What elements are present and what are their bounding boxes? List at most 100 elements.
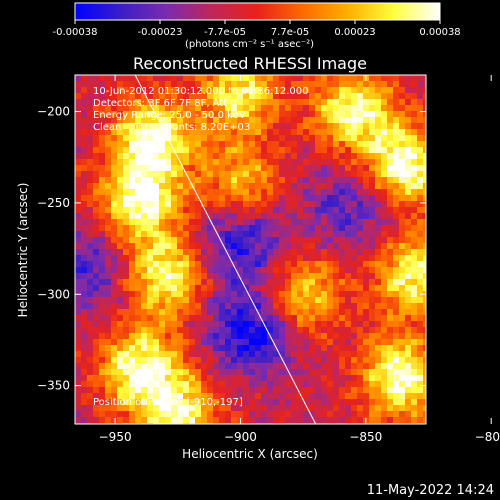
heatmap-cell [339,75,346,82]
heatmap-cell [171,285,178,292]
heatmap-cell [303,327,310,334]
heatmap-cell [363,111,370,118]
heatmap-cell [189,195,196,202]
heatmap-cell [261,225,268,232]
heatmap-cell [285,207,292,214]
heatmap-cell [207,255,214,262]
heatmap-cell [87,285,94,292]
heatmap-cell [177,297,184,304]
heatmap-cell [333,345,340,352]
heatmap-cell [177,417,184,424]
heatmap-cell [153,375,160,382]
heatmap-cell [375,111,382,118]
heatmap-cell [411,165,418,172]
heatmap-cell [369,345,376,352]
heatmap-cell [369,141,376,148]
heatmap-cell [267,237,274,244]
heatmap-cell [309,183,316,190]
heatmap-cell [195,147,202,154]
heatmap-cell [309,171,316,178]
heatmap-cell [177,339,184,346]
heatmap-cell [309,93,316,100]
heatmap-cell [189,309,196,316]
heatmap-cell [387,339,394,346]
heatmap-cell [285,177,292,184]
heatmap-cell [195,411,202,418]
heatmap-cell [75,357,82,364]
heatmap-cell [117,405,124,412]
annotation-peak-position: Position of Peak = [-910,-197] [93,397,243,408]
heatmap-cell [273,189,280,196]
heatmap-cell [201,279,208,286]
heatmap-cell [267,195,274,202]
heatmap-cell [327,405,334,412]
heatmap-cell [225,327,232,334]
heatmap-cell [285,171,292,178]
heatmap-cell [231,339,238,346]
heatmap-cell [219,393,226,400]
heatmap-cell [411,327,418,334]
heatmap-cell [87,399,94,406]
heatmap-cell [75,249,82,256]
heatmap-cell [183,183,190,190]
heatmap-cell [303,357,310,364]
heatmap-cell [249,297,256,304]
heatmap-cell [171,375,178,382]
heatmap-cell [327,171,334,178]
heatmap-cell [129,99,136,106]
heatmap-cell [255,279,262,286]
heatmap-cell [231,369,238,376]
heatmap-cell [285,303,292,310]
heatmap-cell [279,195,286,202]
heatmap-cell [135,327,142,334]
heatmap-cell [243,309,250,316]
heatmap-cell [399,267,406,274]
heatmap-cell [393,291,400,298]
heatmap-cell [255,117,262,124]
heatmap-cell [333,75,340,82]
heatmap-cell [207,357,214,364]
heatmap-cell [423,75,426,82]
heatmap-cell [75,399,82,406]
heatmap-cell [87,177,94,184]
heatmap-cell [177,411,184,418]
heatmap-cell [369,327,376,334]
heatmap-cell [87,171,94,178]
heatmap-cell [423,195,426,202]
heatmap-cell [105,195,112,202]
heatmap-cell [393,351,400,358]
heatmap-cell [309,237,316,244]
heatmap-cell [87,351,94,358]
heatmap-cell [219,171,226,178]
heatmap-cell [345,255,352,262]
heatmap-cell [195,135,202,142]
heatmap-cell [111,207,118,214]
heatmap-cell [141,147,148,154]
heatmap-cell [375,375,382,382]
heatmap-cell [87,393,94,400]
heatmap-cell [213,117,220,124]
heatmap-cell [273,123,280,130]
heatmap-cell [291,387,298,394]
heatmap-cell [225,291,232,298]
heatmap-cell [105,297,112,304]
heatmap-cell [159,417,166,424]
heatmap-cell [153,387,160,394]
heatmap-cell [141,381,148,388]
heatmap-cell [225,243,232,250]
heatmap-cell [399,273,406,280]
heatmap-cell [141,279,148,286]
heatmap-cell [81,225,88,232]
heatmap-cell [153,327,160,334]
heatmap-cell [393,411,400,418]
heatmap-cell [369,321,376,328]
heatmap-cell [369,99,376,106]
heatmap-cell [219,297,226,304]
heatmap-cell [207,387,214,394]
heatmap-cell [165,303,172,310]
heatmap-cell [213,333,220,340]
heatmap-cell [195,249,202,256]
heatmap-cell [93,315,100,322]
heatmap-cell [303,117,310,124]
heatmap-cell [189,285,196,292]
